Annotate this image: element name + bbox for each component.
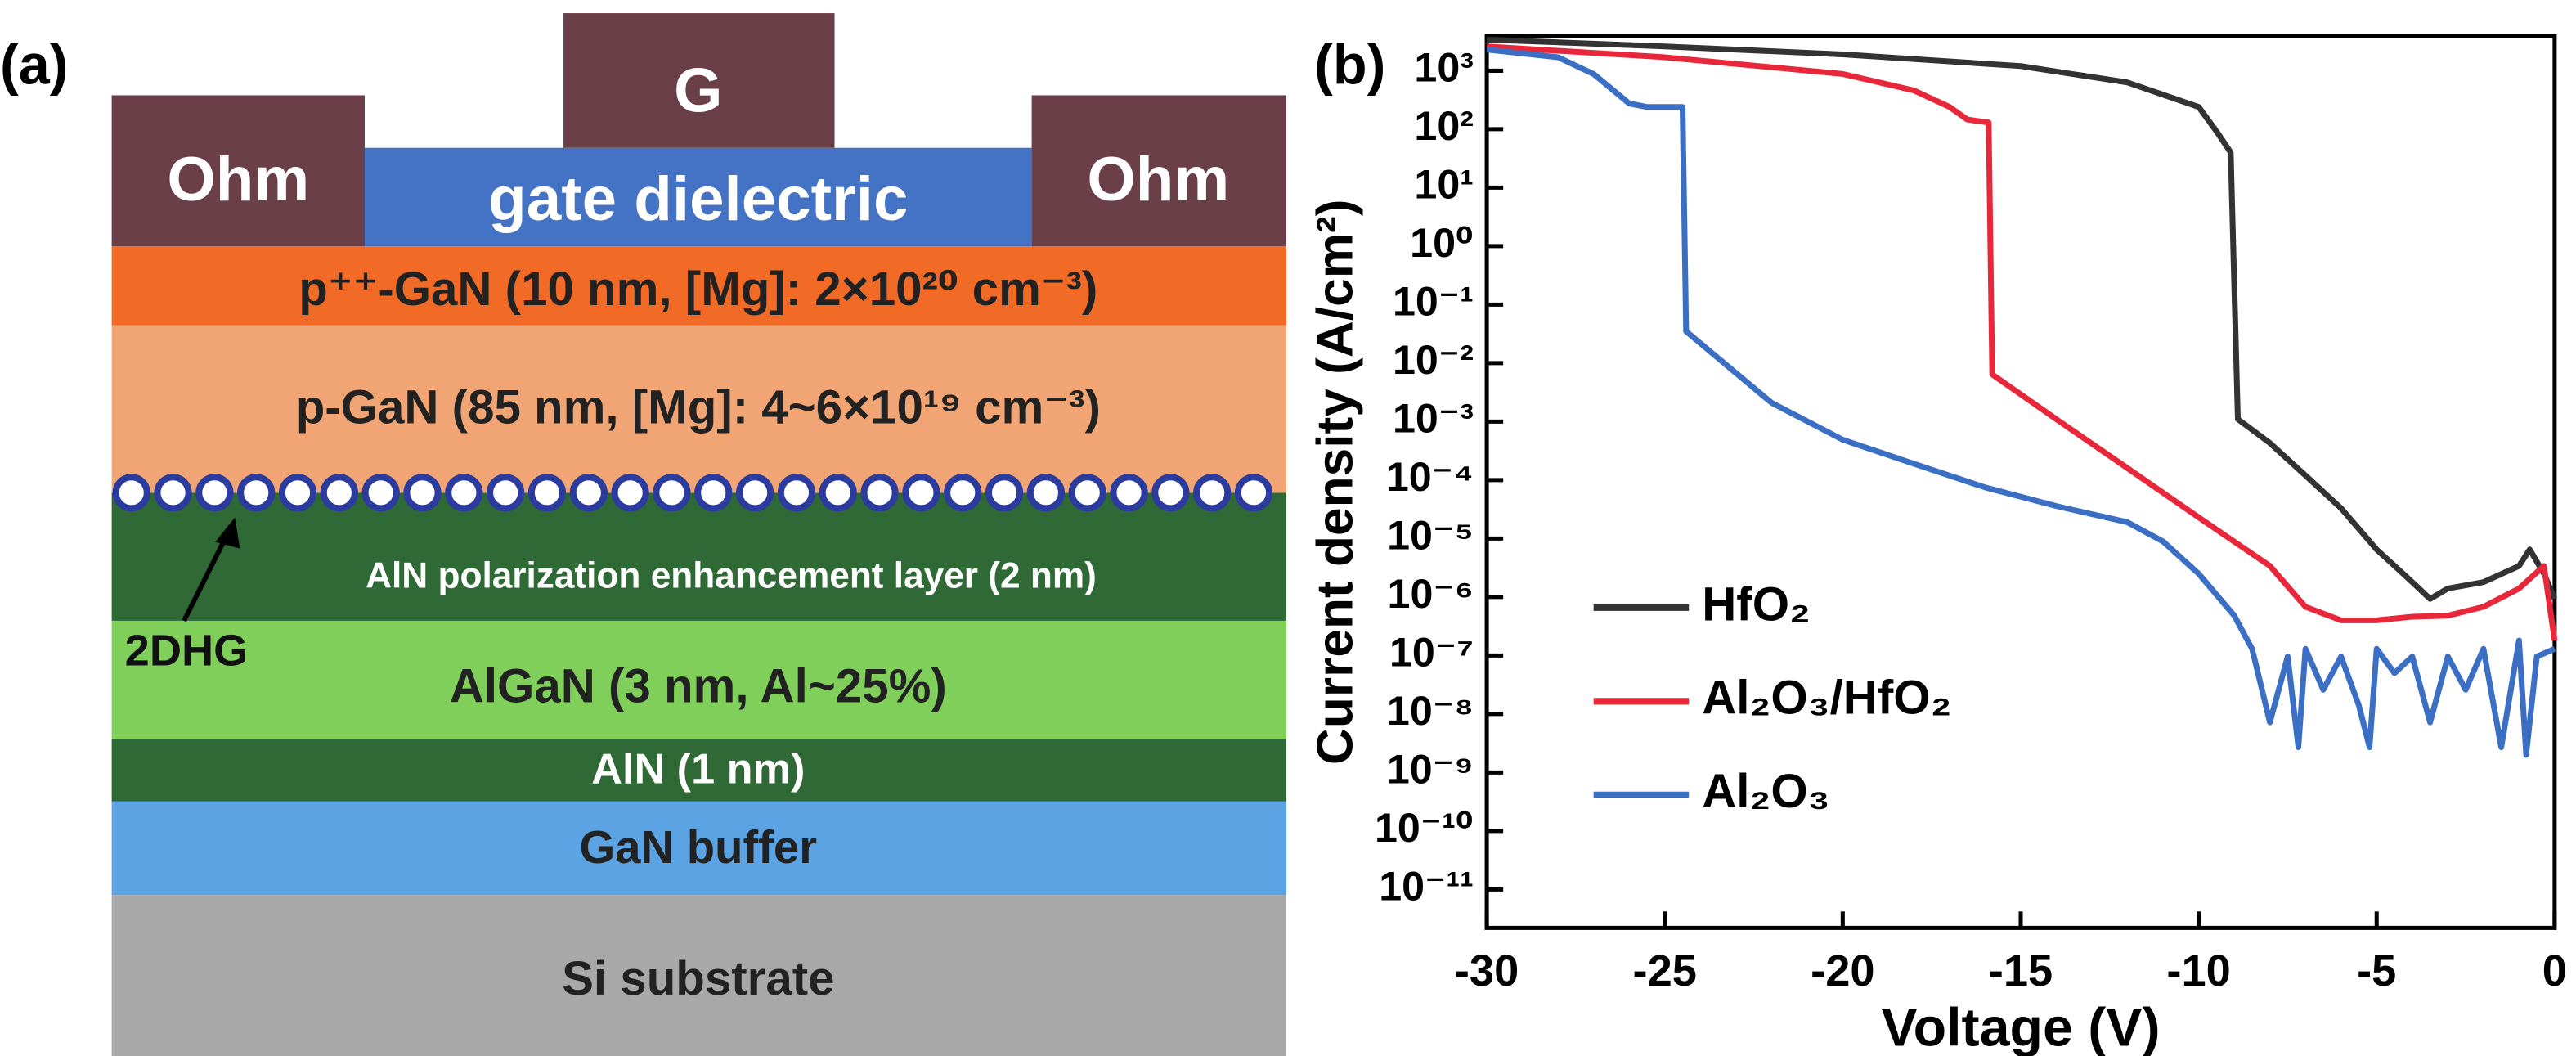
gate-dielectric (364, 147, 1032, 247)
layer-label: Si substrate (562, 952, 834, 1005)
ohm-label: Ohm (1087, 145, 1229, 214)
p-plus-gan-layer (111, 246, 1286, 326)
hole (403, 474, 442, 512)
hole (1026, 474, 1065, 512)
hole (777, 474, 816, 512)
ohm-label: Ohm (167, 145, 309, 214)
ohm-contact (111, 95, 365, 247)
y-tick-label: 10⁻⁶ (1388, 571, 1474, 617)
y-tick-label: 10⁻¹ (1393, 279, 1474, 325)
hole (487, 474, 525, 512)
arrow-head (215, 517, 240, 549)
layer-label: p-GaN (85 nm, [Mg]: 4~6×10¹⁹ cm⁻³) (296, 380, 1101, 434)
hole (320, 474, 358, 512)
y-tick-label: 10⁰ (1410, 220, 1474, 266)
y-tick-label: 10⁻⁸ (1387, 688, 1474, 734)
x-axis-label: Voltage (V) (1881, 997, 2160, 1056)
hole (278, 474, 317, 512)
x-tick-label: -25 (1633, 946, 1697, 995)
gate-label: G (674, 56, 722, 126)
hole (1110, 474, 1148, 512)
layer-label: p⁺⁺-GaN (10 nm, [Mg]: 2×10²⁰ cm⁻³) (298, 263, 1097, 316)
y-tick-label: 10¹ (1414, 162, 1474, 208)
x-tick-label: -5 (2357, 946, 2396, 995)
x-tick-label: -30 (1455, 946, 1519, 995)
2dhg-holes (112, 474, 1273, 512)
hole (195, 474, 234, 512)
gan-buffer-layer (111, 801, 1286, 896)
hole (237, 474, 276, 512)
hole (1193, 474, 1232, 512)
x-tick-label: -10 (2166, 946, 2230, 995)
y-tick-label: 10⁻¹¹ (1379, 864, 1474, 910)
hole (1151, 474, 1190, 512)
hole (361, 474, 400, 512)
legend-label: HfO₂ (1702, 577, 1811, 631)
data-line (1486, 43, 2558, 641)
hole (112, 474, 150, 512)
hole (985, 474, 1024, 512)
ohm-contact (1031, 95, 1286, 247)
hole (1234, 474, 1273, 512)
panel-label: (b) (1314, 34, 1385, 96)
legend-label: Al₂O₃ (1702, 765, 1829, 818)
hole (154, 474, 192, 512)
y-tick-label: 10⁻² (1393, 337, 1474, 383)
p-gan-layer (111, 325, 1286, 493)
layer-label: AlN (1 nm) (591, 745, 805, 793)
hole (445, 474, 483, 512)
y-tick-label: 10⁻⁹ (1387, 747, 1474, 793)
data-line (1486, 36, 2558, 602)
gate-dielectric-label: gate dielectric (488, 164, 908, 234)
device-diagram: (a) Ohm Ohm G gate dielectric p⁺⁺-GaN (1… (0, 13, 1286, 1056)
hole (736, 474, 774, 512)
hole (611, 474, 649, 512)
chart: (b) 10³ 10² 10¹ 10⁰ 10⁻¹ 10⁻² 10⁻³ 10⁻⁴ 10⁻⁵ 10⁻⁶ 1… (1308, 34, 2567, 1056)
algan-layer (111, 620, 1286, 739)
legend-label: Al₂O₃/HfO₂ (1702, 672, 1951, 725)
x-tick-label: 0 (2542, 946, 2567, 995)
y-tick-label: 10⁻⁵ (1387, 513, 1474, 559)
panel-label: (a) (0, 34, 68, 96)
layer-label: AlGaN (3 nm, Al~25%) (450, 660, 947, 713)
aln-pol-layer (111, 492, 1286, 621)
y-tick-label: 10⁻⁴ (1386, 454, 1474, 500)
hole (569, 474, 608, 512)
hole (819, 474, 857, 512)
y-tick-label: 10³ (1414, 45, 1474, 91)
aln-layer (111, 739, 1286, 802)
hole (653, 474, 691, 512)
x-tick-label: -20 (1811, 946, 1874, 995)
y-axis-label: Current density (A/cm²) (1308, 200, 1364, 766)
hole (860, 474, 899, 512)
layer-label: GaN buffer (580, 821, 818, 873)
arrow (182, 528, 232, 622)
annotation: 2DHG (125, 626, 249, 675)
y-tick-label: 10⁻³ (1393, 396, 1474, 442)
layer-label: AlN polarization enhancement layer (2 nm… (366, 555, 1097, 595)
y-tick-label: 10² (1414, 103, 1474, 149)
y-tick-label: 10⁻¹⁰ (1375, 805, 1474, 851)
hole (527, 474, 567, 512)
data-line (1486, 47, 2556, 758)
hole (694, 474, 733, 512)
si-substrate-layer (111, 895, 1286, 1056)
hole (1068, 474, 1106, 512)
gate-contact (563, 13, 835, 148)
hole (944, 474, 982, 512)
y-tick-label: 10⁻⁷ (1389, 630, 1474, 676)
hole (902, 474, 940, 512)
x-tick-label: -15 (1989, 946, 2053, 995)
